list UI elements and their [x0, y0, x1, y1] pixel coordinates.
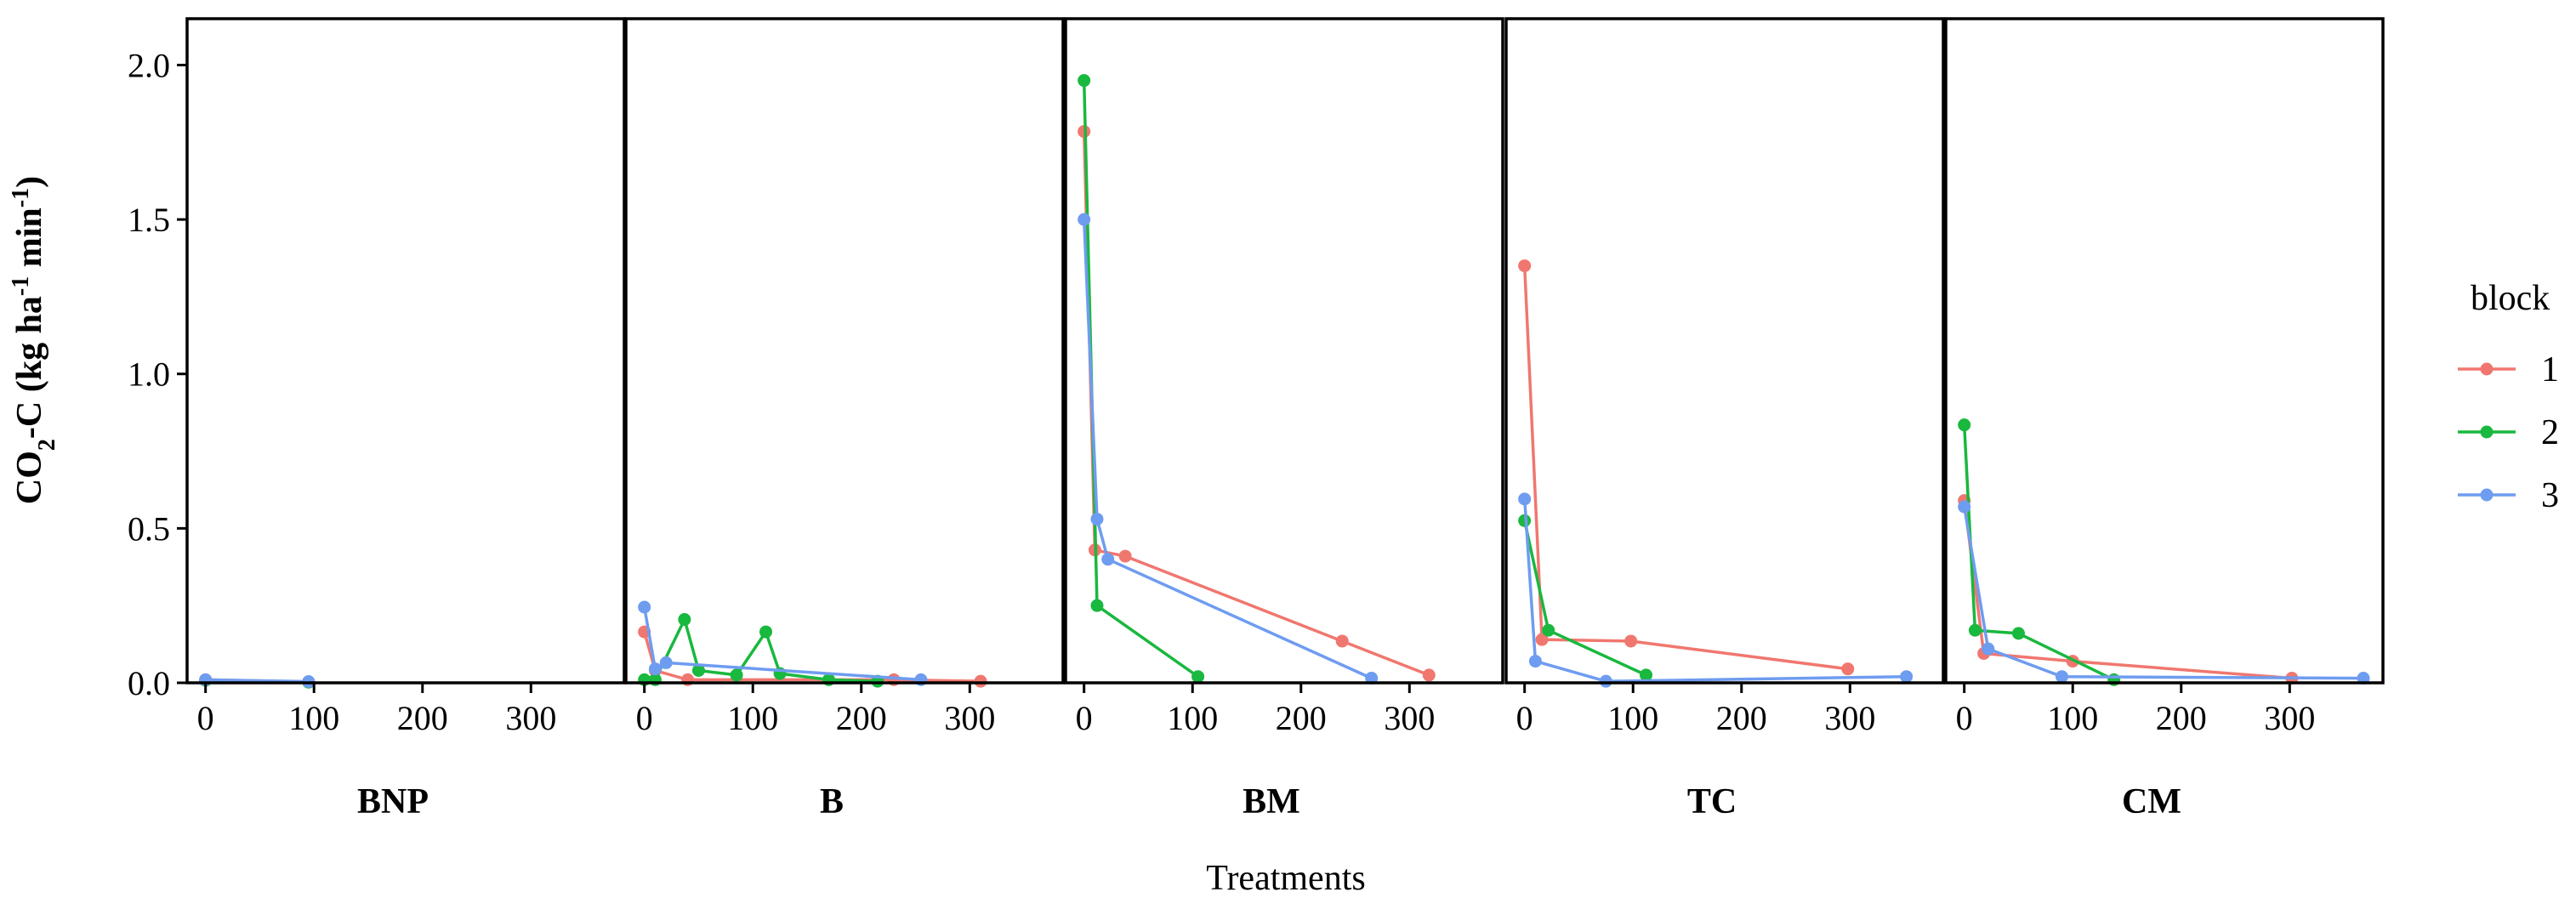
data-point-block-2 [1640, 668, 1653, 682]
data-point-block-2 [730, 668, 743, 682]
data-point-block-3 [1528, 655, 1542, 668]
series-line-block-3 [205, 678, 309, 684]
y-tick-label: 2.0 [128, 46, 170, 84]
x-tick-label: 0 [636, 699, 653, 737]
x-tick-label: 200 [397, 699, 448, 737]
data-point-block-3 [1958, 500, 1971, 514]
y-tick-label: 0.5 [128, 509, 170, 548]
x-tick-label: 200 [836, 699, 887, 737]
data-point-block-3 [2055, 670, 2068, 684]
x-tick-label: 200 [2156, 699, 2207, 737]
series-line-block-1 [1522, 265, 1849, 671]
legend-entry-block-1: 1 [2458, 350, 2559, 389]
x-tick-label: 200 [1276, 699, 1327, 737]
panel-tc: 0 100 200 300 TC [1504, 17, 1945, 821]
data-point-block-1 [974, 674, 987, 688]
x-tick-label: 300 [2264, 699, 2315, 737]
legend: 1 2 3 [2458, 350, 2559, 515]
data-point-block-2 [2011, 627, 2025, 640]
data-point-block-3 [659, 656, 673, 669]
panel-label: B [820, 782, 844, 821]
x-tick-label: 200 [1716, 699, 1767, 737]
panel-bm: 0 100 200 300 BM [1064, 17, 1504, 821]
data-point-block-1 [1624, 634, 1638, 648]
panel-border [1504, 17, 1945, 685]
x-tick-label: 100 [1607, 699, 1658, 737]
data-point-block-2 [1191, 670, 1205, 684]
panel-border [624, 17, 1065, 685]
legend-label: 3 [2541, 476, 2559, 515]
data-point-block-3 [1518, 492, 1532, 506]
series-line-block-2 [1082, 80, 1199, 679]
data-point-block-1 [1335, 634, 1349, 648]
x-tick-label: 100 [1167, 699, 1218, 737]
series-line-block-1 [1962, 500, 2293, 680]
legend-swatch-point [2480, 425, 2494, 439]
data-point-block-2 [678, 613, 691, 627]
data-point-block-1 [1518, 259, 1532, 273]
data-point-block-3 [638, 600, 651, 614]
series-line-block-3 [1962, 506, 2364, 680]
x-tick-label: 100 [2047, 699, 2098, 737]
x-tick-label: 0 [1076, 699, 1093, 737]
panel-border [1944, 17, 2385, 685]
panel-cm: 0 100 200 300 CM [1944, 17, 2385, 821]
y-tick-label: 1.0 [128, 355, 170, 394]
data-point-block-3 [648, 662, 662, 676]
data-point-block-1 [1422, 668, 1436, 682]
panel-label: TC [1687, 782, 1737, 821]
series-line-block-3 [1082, 219, 1373, 680]
data-point-block-3 [1982, 642, 1995, 656]
x-tick-label: 100 [288, 699, 339, 737]
legend-label: 1 [2541, 350, 2559, 389]
x-tick-label: 300 [505, 699, 556, 737]
panel-bnp: 0 100 200 300 BNP [185, 17, 626, 821]
legend-entry-block-2: 2 [2458, 413, 2559, 452]
series-line-block-1 [1082, 131, 1430, 677]
data-point-block-2 [759, 625, 773, 639]
y-tick-label: 0.0 [128, 664, 170, 702]
legend-swatch-point [2480, 488, 2494, 502]
series-line-block-3 [1522, 498, 1907, 683]
series-line-block-2 [1522, 520, 1647, 677]
panel-border [1064, 17, 1504, 685]
x-tick-label: 0 [197, 699, 214, 737]
data-point-block-2 [1968, 623, 1982, 637]
data-point-block-2 [1078, 74, 1091, 88]
x-axis-label: Treatments [1206, 859, 1365, 898]
x-tick-label: 100 [727, 699, 778, 737]
panel-border [185, 17, 626, 685]
data-point-block-1 [1535, 633, 1549, 646]
panel-label: CM [2122, 782, 2181, 821]
data-point-block-2 [1958, 418, 1971, 432]
data-point-block-3 [1090, 512, 1104, 526]
x-tick-label: 0 [1516, 699, 1533, 737]
legend-entry-block-3: 3 [2458, 476, 2559, 515]
data-point-block-3 [1900, 670, 1914, 684]
data-point-block-2 [691, 663, 705, 677]
data-point-block-3 [1101, 553, 1115, 566]
panel-b: 0 100 200 300 B [624, 17, 1065, 821]
data-point-block-3 [1599, 674, 1612, 688]
y-tick-label: 1.5 [128, 201, 170, 239]
legend-label: 2 [2541, 413, 2559, 452]
legend-title: block [2471, 279, 2550, 318]
data-point-block-2 [1542, 623, 1555, 637]
data-point-block-3 [1078, 213, 1091, 226]
data-point-block-2 [1090, 599, 1104, 612]
x-tick-label: 300 [1384, 699, 1435, 737]
panel-label: BNP [357, 782, 429, 821]
x-tick-label: 300 [944, 699, 995, 737]
panel-label: BM [1243, 782, 1300, 821]
x-tick-label: 0 [1956, 699, 1973, 737]
series-line-block-2 [1962, 424, 2115, 681]
y-axis-label: CO2-C (kg ha-1 min-1) [8, 176, 60, 504]
legend-swatch-point [2480, 362, 2494, 376]
data-point-block-1 [1841, 662, 1855, 676]
x-tick-label: 300 [1824, 699, 1875, 737]
data-point-block-1 [1118, 549, 1132, 563]
